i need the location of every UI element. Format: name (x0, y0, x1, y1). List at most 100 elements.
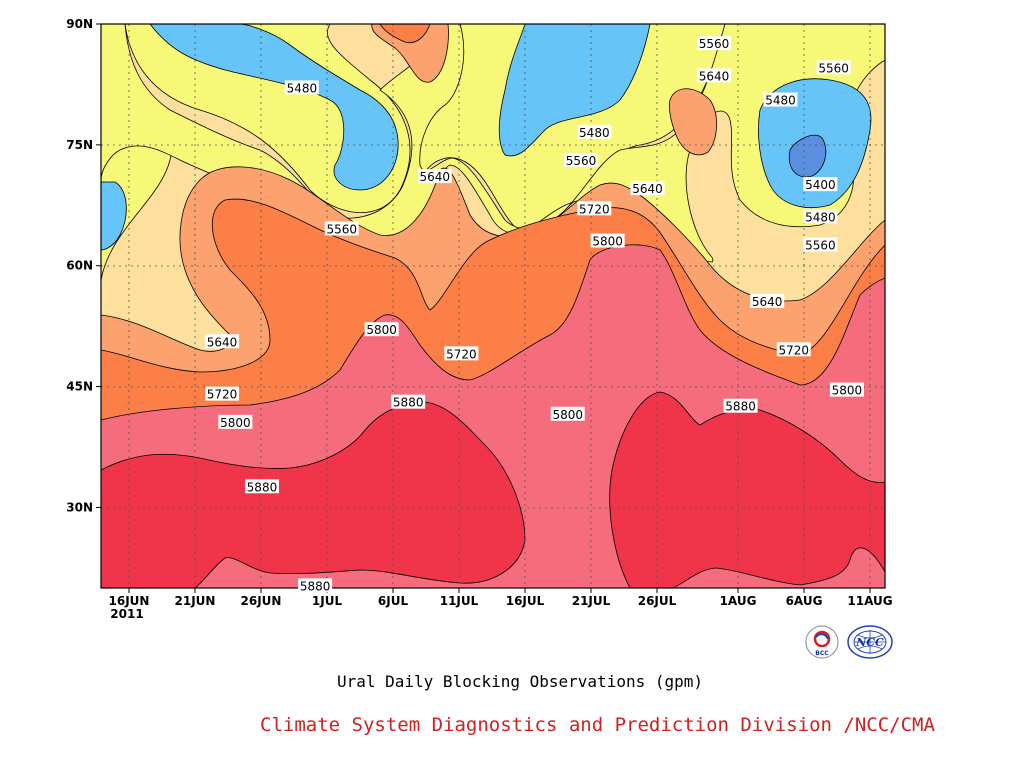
contour-label-value: 5880 (393, 396, 424, 410)
contour-label-bg (391, 394, 426, 409)
x-axis: 16JUN 21JUN 26JUN 1JUL 6JUL 11JUL 16JUL 21JUL 26… (109, 588, 893, 621)
contour-label-bg (723, 398, 758, 413)
contour-label: 5800 (590, 233, 625, 249)
contour-label-bg (244, 479, 279, 494)
contour-label-value: 5800 (832, 384, 863, 398)
contour-label: 5720 (444, 346, 479, 361)
contour-label-value: 5720 (207, 388, 238, 402)
contour-label-value: 5880 (725, 400, 756, 414)
contour-label-value: 5640 (207, 335, 238, 349)
contour-label-value: 5400 (805, 178, 836, 192)
contour-label: 5880 (723, 398, 758, 414)
contour-label-bg (590, 233, 625, 248)
contour-label-value: 5640 (699, 69, 730, 83)
contour-label-bg (776, 342, 811, 357)
contour-label-bg (696, 36, 731, 51)
y-tick-label: 30N (66, 500, 93, 514)
contour-label: 5640 (417, 169, 452, 184)
y-tick-label: 90N (66, 17, 93, 31)
band-5720-5800-top (379, 24, 431, 44)
band-5640-5720-top (371, 24, 449, 83)
contour-label: 5880 (244, 479, 279, 494)
contour-label: 5720 (205, 386, 240, 402)
contour-label-value: 5560 (326, 222, 357, 236)
contour-label-bg (564, 152, 599, 167)
y-tick-label: 45N (66, 380, 93, 394)
contour-label-value: 5640 (632, 182, 663, 196)
contour-label-value: 5800 (592, 235, 623, 249)
contour-label-value: 5880 (300, 579, 331, 593)
contour-label-value: 5480 (579, 126, 610, 140)
contour-label-bg (577, 124, 612, 139)
chart-subtitle: Ural Daily Blocking Observations (gpm) (336, 672, 704, 691)
y-axis: 90N 75N 60N 45N 30N (66, 17, 101, 514)
contour-label: 5480 (803, 209, 838, 224)
contour-label-value: 5880 (247, 480, 278, 494)
x-tick-label: 1JUL (312, 594, 343, 608)
contour-label: 5880 (298, 578, 333, 593)
contour-label: 5640 (205, 334, 240, 349)
contour-label: 5560 (564, 152, 599, 168)
footer-text: Climate System Diagnostics and Predictio… (260, 714, 935, 736)
contour-label-bg (550, 406, 585, 421)
contour-label-bg (750, 293, 785, 308)
band-5400-5480-d (101, 181, 127, 251)
contour-label-bg (284, 80, 319, 95)
contour-label: 5800 (364, 322, 399, 337)
contour-label-value: 5640 (420, 170, 451, 184)
x-tick-label: 16JUN (109, 594, 150, 608)
contour-label: 5800 (218, 414, 253, 430)
contour-label-value: 5800 (366, 323, 397, 337)
contour-label: 5880 (391, 394, 426, 410)
plot-frame (100, 23, 886, 589)
contour-label-value: 5480 (765, 94, 796, 108)
x-tick-label: 26JUL (638, 594, 677, 608)
contour-label: 5560 (324, 221, 359, 236)
contour-label-bg (444, 346, 479, 361)
contour-label-value: 5800 (220, 416, 251, 430)
y-tick-label: 60N (66, 259, 93, 273)
contour-label: 5640 (630, 181, 665, 196)
contour-label-value: 5480 (287, 81, 318, 95)
band-above-5880-west (101, 401, 526, 588)
x-tick-label: 11JUL (440, 594, 479, 608)
contour-label-bg (630, 181, 665, 196)
contour-label-value: 5560 (818, 61, 849, 75)
contour-label-bg (417, 169, 452, 184)
contour-label: 5640 (696, 68, 731, 83)
x-tick-label: 21JUL (572, 594, 611, 608)
contour-label: 5720 (776, 342, 811, 357)
contour-label-bg (218, 414, 253, 429)
contour-fill-layer (101, 24, 885, 588)
ncc-logo: NCC (846, 624, 894, 660)
contour-label-value: 5800 (552, 408, 583, 422)
x-tick-label: 6AUG (786, 594, 823, 608)
contour-label-bg (298, 578, 333, 593)
contour-label-bg (205, 386, 240, 401)
contour-label: 5800 (829, 382, 864, 398)
band-5400-5480-a (149, 24, 399, 191)
contour-label-bg (364, 322, 399, 337)
grid-lines (101, 24, 885, 588)
band-5400-5480-b (498, 24, 651, 157)
x-tick-label: 21JUN (175, 594, 216, 608)
contour-label-value: 5720 (446, 347, 477, 361)
contour-label: 5480 (763, 92, 798, 108)
svg-text:NCC: NCC (855, 636, 884, 649)
contour-label: 5800 (550, 406, 585, 422)
contour-label: 5560 (696, 36, 731, 51)
contour-label-value: 5720 (579, 202, 610, 216)
contour-label-bg (803, 237, 838, 252)
contour-label-value: 5560 (699, 37, 730, 51)
contour-label: 5400 (803, 177, 838, 192)
contour-label: 5640 (750, 293, 785, 309)
x-tick-label: 6JUL (378, 594, 409, 608)
x-year-label: 2011 (110, 607, 143, 621)
x-tick-label: 11AUG (847, 594, 892, 608)
contour-label-bg (205, 334, 240, 349)
contour-label-bg (829, 382, 864, 397)
bcc-logo: BCC (802, 624, 842, 660)
band-5640-5720-island (668, 88, 717, 156)
x-tick-label: 1AUG (720, 594, 757, 608)
